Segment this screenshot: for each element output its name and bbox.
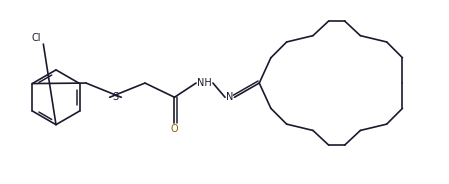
Text: N: N bbox=[226, 92, 233, 102]
Text: S: S bbox=[112, 92, 119, 102]
Text: NH: NH bbox=[197, 78, 211, 88]
Text: Cl: Cl bbox=[32, 33, 41, 43]
Text: O: O bbox=[171, 124, 178, 134]
